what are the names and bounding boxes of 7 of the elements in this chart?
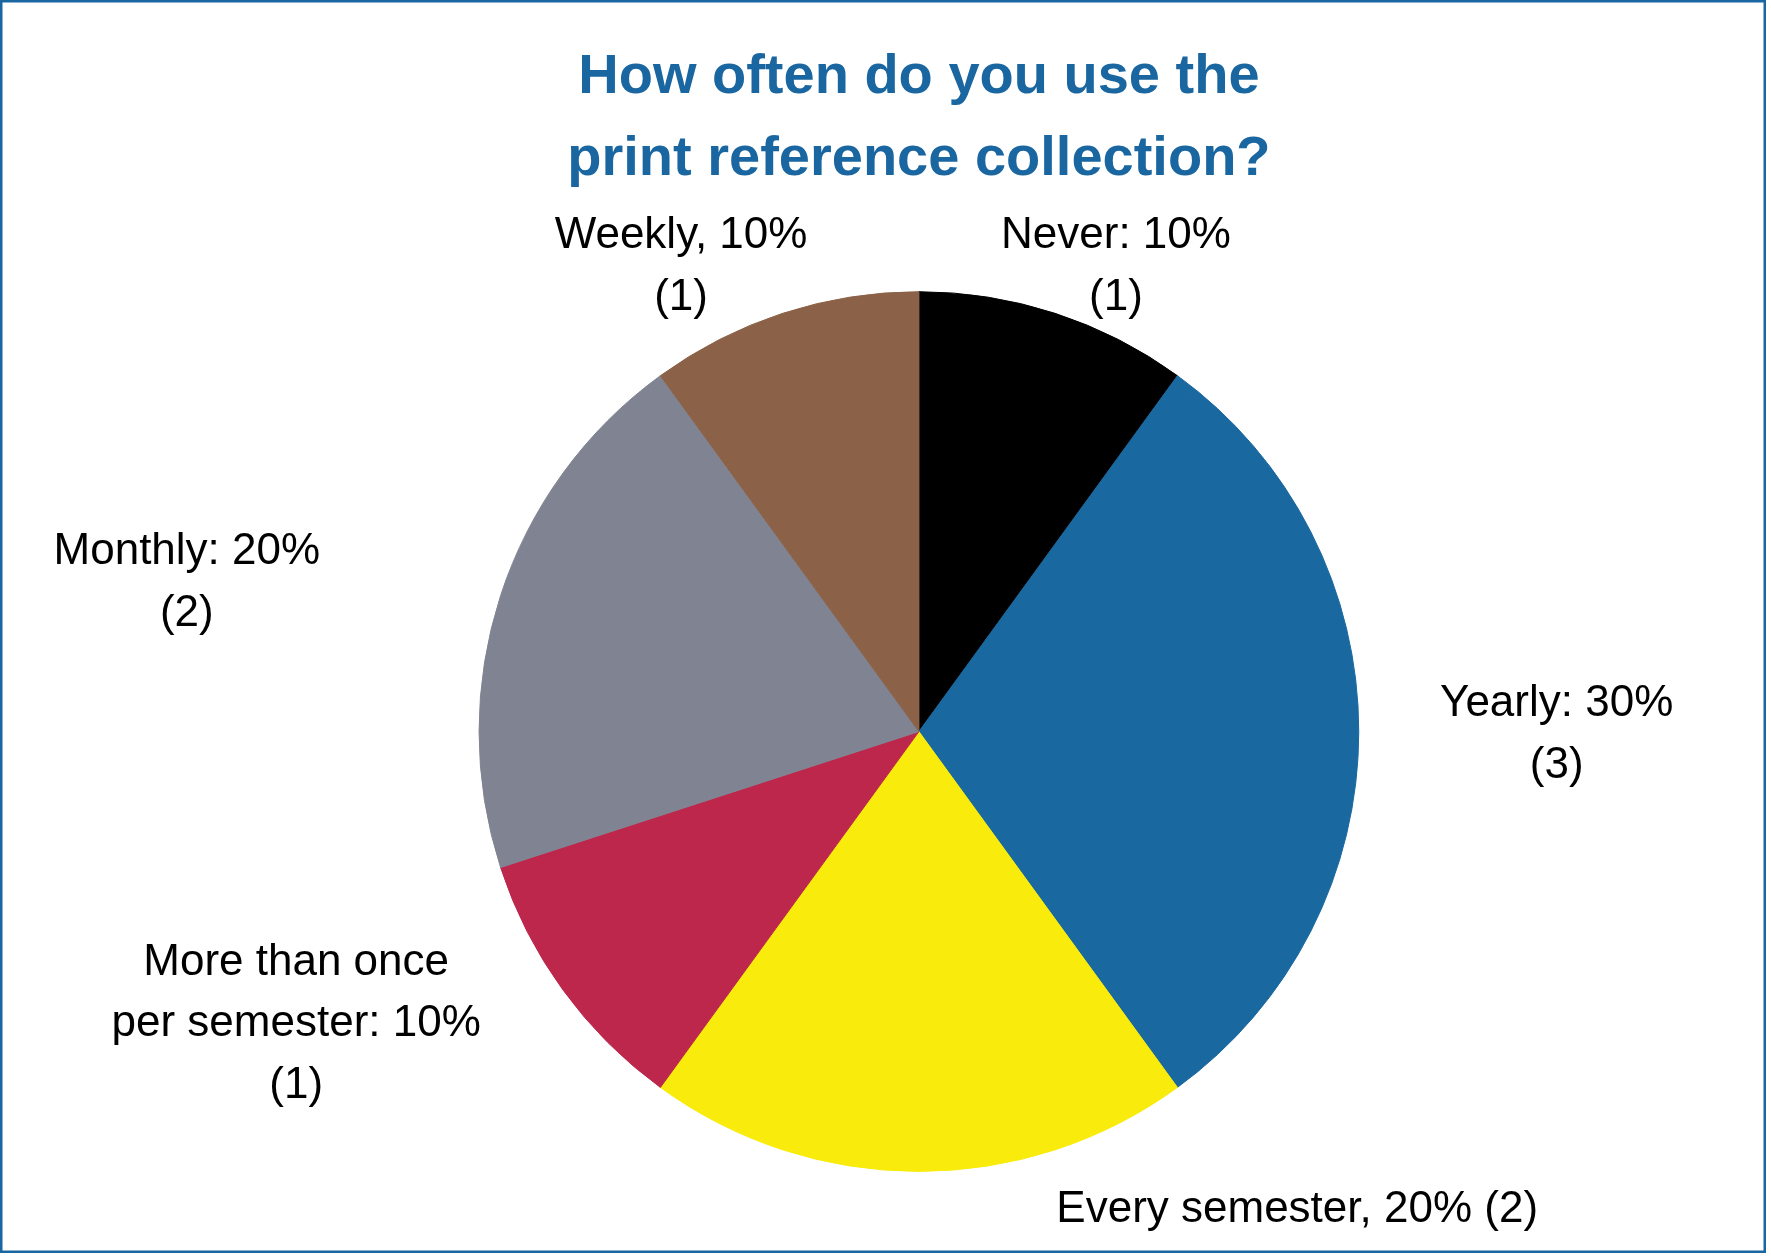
chart-title: How often do you use the print reference collection? xyxy=(567,41,1271,187)
slice-label: Every semester, 20% (2) xyxy=(1056,1181,1539,1231)
slice-label: Weekly, 10% (1) xyxy=(554,208,808,319)
slice-label: More than once per semester: 10% (1) xyxy=(111,935,481,1107)
slice-label: Never: 10% (1) xyxy=(1001,208,1231,319)
slice-label: Yearly: 30% (3) xyxy=(1440,676,1674,787)
slice-label: Monthly: 20% (2) xyxy=(53,524,321,635)
